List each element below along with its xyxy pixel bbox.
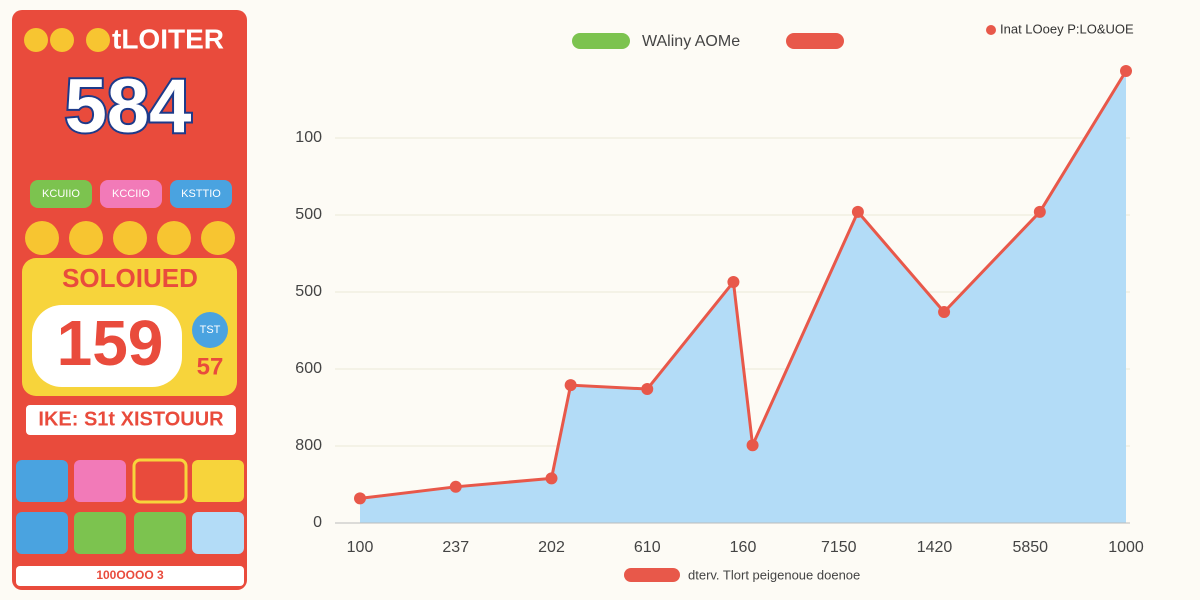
x-tick-label: 7150 bbox=[821, 539, 857, 556]
logo-icon bbox=[24, 28, 48, 52]
legend-swatch bbox=[624, 568, 680, 582]
legend-swatch bbox=[786, 33, 844, 49]
legend-label: dterv. Tlort peigenoue doenoe bbox=[688, 567, 860, 582]
x-tick-label: 100 bbox=[347, 539, 374, 556]
y-tick-label: 500 bbox=[295, 206, 322, 223]
chip bbox=[170, 180, 232, 208]
y-tick-label: 0 bbox=[313, 514, 322, 531]
point bbox=[641, 383, 654, 396]
big-number: 584 bbox=[65, 64, 192, 149]
strip-text: IKE: S1t XISTOUUR bbox=[38, 408, 224, 430]
point bbox=[746, 439, 759, 452]
x-tick-label: 202 bbox=[538, 539, 565, 556]
banner-text: SOLOIUED bbox=[62, 263, 198, 293]
point bbox=[564, 379, 577, 392]
strip bbox=[26, 405, 236, 435]
point bbox=[938, 306, 951, 319]
chip bbox=[30, 180, 92, 208]
chip-label: KCUIIO bbox=[42, 188, 80, 200]
point bbox=[727, 275, 740, 288]
point bbox=[1033, 205, 1046, 218]
footer-strip bbox=[16, 566, 244, 586]
y-tick-label: 100 bbox=[295, 129, 322, 146]
x-tick-label: 1420 bbox=[917, 539, 953, 556]
y-tick-label: 500 bbox=[295, 283, 322, 300]
point bbox=[449, 480, 462, 493]
badge bbox=[192, 312, 228, 348]
legend-label: WAliny AOMe bbox=[642, 33, 740, 50]
legend-marker bbox=[986, 25, 996, 35]
chip-label: KSTTIO bbox=[181, 188, 221, 200]
y-tick-label: 800 bbox=[295, 437, 322, 454]
legend-swatch bbox=[572, 33, 630, 49]
badge-text: TST bbox=[200, 324, 221, 336]
legend-label: Inat LOoey P:LO&UOE bbox=[1000, 21, 1134, 36]
coin-row bbox=[25, 221, 235, 255]
point bbox=[545, 472, 558, 485]
x-tick-label: 1000 bbox=[1108, 539, 1144, 556]
logo-icon bbox=[86, 28, 110, 52]
point bbox=[1120, 65, 1132, 78]
point bbox=[851, 205, 864, 218]
point bbox=[354, 492, 366, 505]
x-tick-label: 237 bbox=[442, 539, 469, 556]
icon-grid bbox=[16, 458, 244, 554]
logo-icon bbox=[50, 28, 74, 52]
x-tick-label: 160 bbox=[730, 539, 757, 556]
x-tick-label: 5850 bbox=[1012, 539, 1048, 556]
area bbox=[360, 71, 1126, 523]
price-small: 57 bbox=[197, 353, 224, 380]
price: 159 bbox=[57, 307, 164, 379]
chip bbox=[100, 180, 162, 208]
footer-text: 100OOOO 3 bbox=[96, 568, 164, 582]
y-tick-label: 600 bbox=[295, 360, 322, 377]
price-box bbox=[32, 305, 182, 387]
x-tick-label: 610 bbox=[634, 539, 661, 556]
chip-label: KCCIIO bbox=[112, 188, 150, 200]
logo-text: tLOITER bbox=[112, 23, 224, 54]
